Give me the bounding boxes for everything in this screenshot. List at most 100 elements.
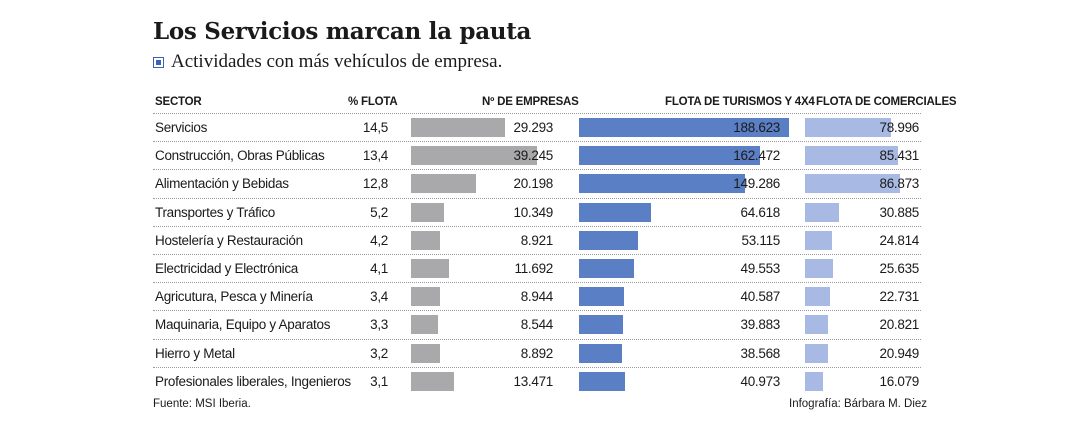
turismos-bar: [579, 174, 745, 194]
turismos-bar: [579, 146, 760, 166]
empresas-bar: [411, 146, 537, 166]
comerciales-value: 30.885: [879, 204, 920, 220]
turismos-value: 149.286: [733, 176, 780, 192]
credit-note: Infografía: Bárbara M. Diez: [789, 398, 928, 410]
sector-label: Hostelería y Restauración: [155, 232, 303, 248]
turismos-bar: [579, 258, 634, 278]
empresas-value: 13.471: [513, 373, 554, 389]
header-pct-flota: % FLOTA: [348, 96, 398, 108]
turismos-bar: [579, 230, 638, 250]
turismos-value: 188.623: [733, 120, 780, 135]
comerciales-value: 86.873: [879, 176, 920, 192]
comerciales-value: 22.731: [879, 289, 920, 305]
empresas-value: 39.245: [513, 148, 554, 164]
empresas-bar: [411, 230, 440, 250]
comerciales-value: 85.431: [879, 148, 920, 164]
empresas-bar: [411, 174, 476, 194]
pct-flota-value: 12,8: [362, 176, 388, 192]
turismos-value: 38.568: [740, 345, 781, 361]
pct-flota-value: 3,3: [370, 317, 388, 333]
empresas-value: 20.198: [513, 176, 554, 192]
comerciales-value: 16.079: [879, 373, 920, 389]
pct-flota-value: 5,2: [370, 204, 388, 220]
header-comerciales: FLOTA DE COMERCIALES: [816, 96, 957, 108]
header-sector: SECTOR: [155, 96, 202, 108]
table-row: Servicios 14,5 29.293 188.623 78.996: [153, 113, 921, 141]
comerciales-bar: [805, 202, 839, 222]
empresas-bar: [411, 315, 438, 335]
sector-label: Agricutura, Pesca y Minería: [155, 289, 313, 305]
sector-label: Hierro y Metal: [155, 345, 235, 361]
empresas-value: 8.944: [520, 289, 554, 305]
turismos-value: 53.115: [741, 232, 781, 248]
table-row: Electricidad y Electrónica 4,1 11.692 49.55…: [153, 253, 921, 282]
comerciales-value: 24.814: [879, 232, 920, 248]
table-row: Construcción, Obras Públicas 13,4 39.245 16…: [153, 141, 921, 169]
comerciales-value: 25.635: [879, 260, 920, 276]
table-row: Transportes y Tráfico 5,2 10.349 64.618 30.8…: [153, 197, 921, 226]
empresas-bar: [411, 287, 440, 307]
subtitle-text: Actividades con más vehículos de empresa…: [171, 51, 503, 72]
sector-label: Servicios: [155, 120, 208, 135]
table-row: Agricutura, Pesca y Minería 3,4 8.944 40.58…: [153, 282, 921, 310]
comerciales-bar: [805, 315, 828, 335]
empresas-bar: [411, 343, 440, 363]
empresas-bar: [411, 258, 449, 278]
empresas-value: 11.692: [514, 260, 554, 276]
header-turismos: FLOTA DE TURISMOS Y 4X4: [665, 96, 815, 108]
comerciales-bar: [805, 118, 891, 137]
turismos-bar: [579, 371, 625, 391]
sector-label: Profesionales liberales, Ingenieros: [155, 373, 351, 389]
comerciales-value: 20.949: [879, 345, 920, 361]
turismos-value: 162.472: [733, 148, 780, 164]
pct-flota-value: 13,4: [362, 148, 388, 164]
pct-flota-value: 4,2: [370, 232, 388, 248]
comerciales-bar: [805, 371, 823, 391]
comerciales-bar: [805, 343, 828, 363]
sector-label: Alimentación y Bebidas: [155, 176, 289, 192]
legend-square-icon: [153, 56, 164, 68]
sector-label: Construcción, Obras Públicas: [155, 148, 325, 164]
header-empresas: Nº DE EMPRESAS: [482, 96, 579, 108]
empresas-value: 8.544: [520, 317, 554, 333]
sector-label: Transportes y Tráfico: [155, 204, 275, 220]
pct-flota-value: 14,5: [362, 120, 388, 135]
comerciales-bar: [805, 230, 832, 250]
chart-subtitle: Actividades con más vehículos de empresa…: [153, 51, 502, 73]
source-note: Fuente: MSI Iberia.: [153, 398, 251, 410]
comerciales-bar: [805, 174, 900, 194]
table-body: Servicios 14,5 29.293 188.623 78.996 Construc…: [153, 113, 921, 395]
turismos-bar: [579, 287, 624, 307]
turismos-bar: [579, 343, 622, 363]
sector-label: Maquinaria, Equipo y Aparatos: [155, 317, 331, 333]
turismos-value: 64.618: [740, 204, 781, 220]
pct-flota-value: 4,1: [370, 260, 388, 276]
table-row: Hostelería y Restauración 4,2 8.921 53.115 2…: [153, 225, 921, 254]
pct-flota-value: 3,2: [370, 345, 388, 361]
empresas-bar: [411, 371, 454, 391]
turismos-value: 39.883: [740, 317, 781, 333]
comerciales-bar: [805, 146, 898, 166]
table-row: Hierro y Metal 3,2 8.892 38.568 20.949: [153, 338, 921, 367]
turismos-value: 49.553: [740, 260, 781, 276]
turismos-value: 40.973: [740, 373, 781, 389]
chart-title: Los Servicios marcan la pauta: [153, 18, 532, 45]
table-row: Alimentación y Bebidas 12,8 20.198 149.286 8…: [153, 169, 921, 197]
empresas-bar: [411, 118, 505, 137]
pct-flota-value: 3,1: [370, 373, 388, 389]
sector-label: Electricidad y Electrónica: [155, 260, 299, 276]
empresas-value: 8.892: [520, 345, 554, 361]
pct-flota-value: 3,4: [370, 289, 388, 305]
empresas-value: 8.921: [520, 232, 554, 248]
table-row: Maquinaria, Equipo y Aparatos 3,3 8.544 39.…: [153, 310, 921, 338]
comerciales-value: 78.996: [879, 120, 920, 135]
empresas-bar: [411, 202, 444, 222]
table-row: Profesionales liberales, Ingenieros 3,1 13…: [153, 366, 921, 395]
empresas-value: 29.293: [513, 120, 554, 135]
comerciales-bar: [805, 258, 833, 278]
turismos-bar: [579, 118, 789, 137]
comerciales-bar: [805, 287, 830, 307]
empresas-value: 10.349: [513, 204, 554, 220]
turismos-bar: [579, 315, 623, 335]
turismos-bar: [579, 202, 651, 222]
